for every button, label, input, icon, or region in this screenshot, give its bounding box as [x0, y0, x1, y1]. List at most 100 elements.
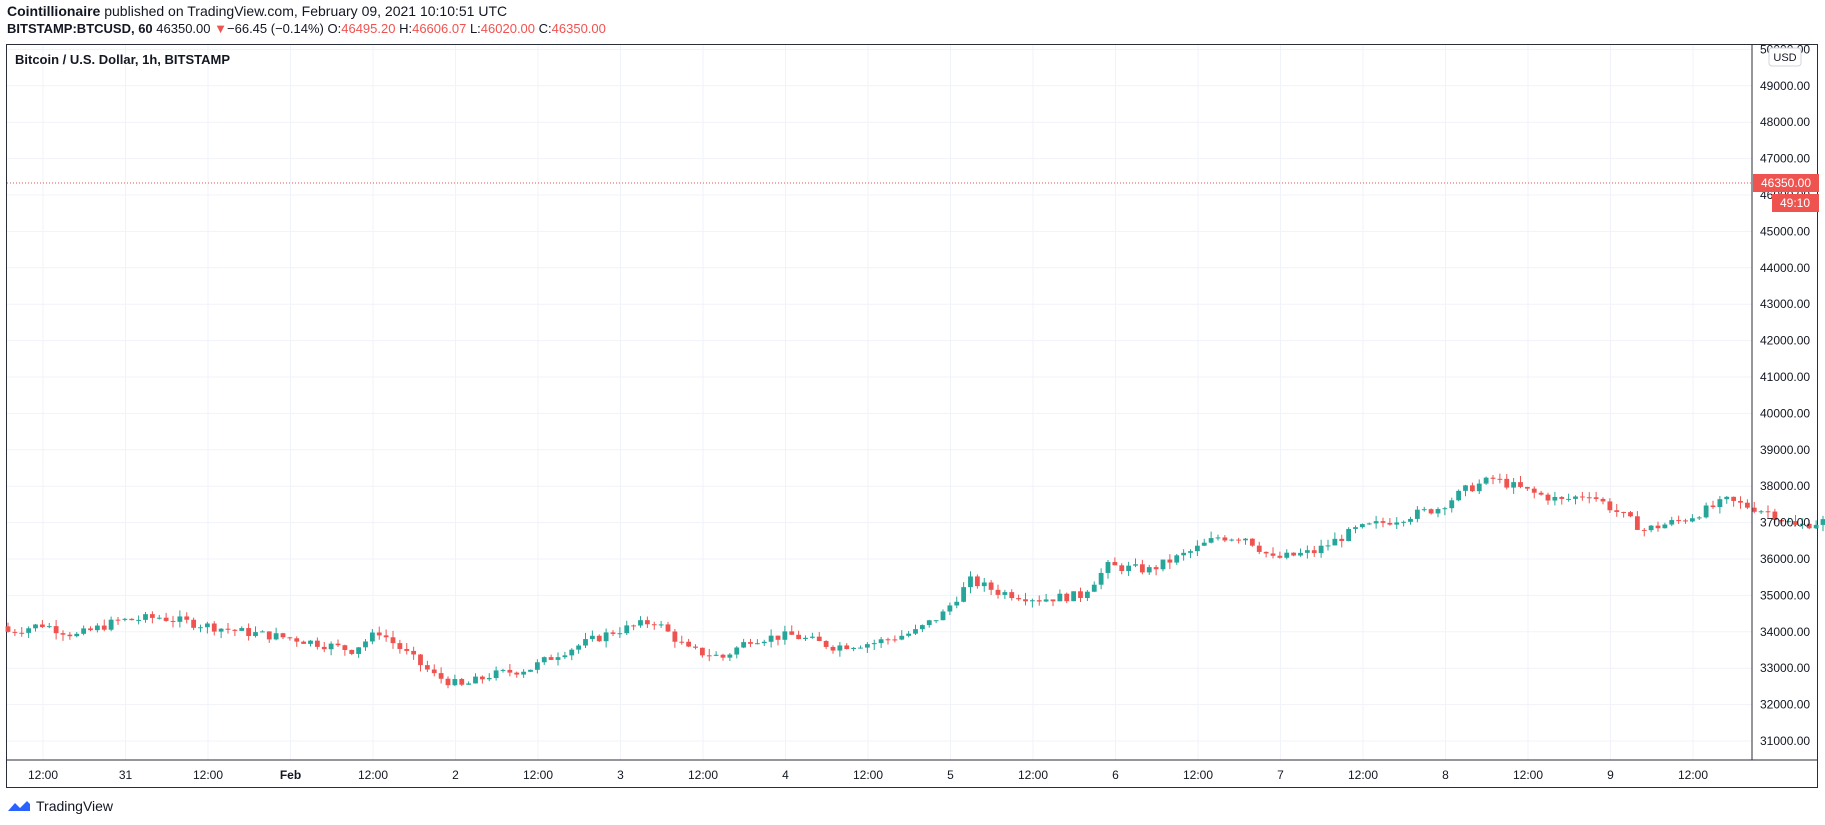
candle-body	[1531, 488, 1537, 493]
candle-body	[184, 616, 190, 620]
price-tick-label: 40000.00	[1760, 406, 1810, 420]
candle-body	[129, 618, 135, 621]
candle-body	[569, 649, 575, 656]
candle-body	[1112, 562, 1118, 566]
candle-body	[1738, 500, 1743, 503]
candle-body	[466, 683, 472, 685]
candle-body	[143, 614, 148, 620]
candle-body	[1456, 490, 1462, 501]
candle-body	[1731, 496, 1737, 501]
candle-body	[1449, 500, 1455, 509]
candle-body	[108, 619, 114, 630]
candle-body	[1717, 499, 1723, 508]
price-tick-label: 44000.00	[1760, 261, 1810, 275]
candle-body	[1799, 523, 1805, 525]
chart-frame[interactable]	[6, 44, 1818, 788]
candle-body	[253, 632, 258, 636]
candle-body	[837, 645, 843, 651]
candle-body	[1126, 565, 1132, 571]
candle-body	[149, 614, 155, 618]
candle-body	[610, 632, 616, 634]
candle-body	[521, 671, 527, 675]
candle-body	[493, 670, 499, 679]
candle-body	[177, 616, 183, 622]
candle-body	[1098, 572, 1104, 585]
price-tick-label: 35000.00	[1760, 588, 1810, 602]
candle-body	[754, 643, 760, 645]
candle-body	[775, 635, 781, 640]
author-name[interactable]: Cointillionaire	[7, 3, 101, 19]
down-arrow-icon: ▼	[214, 21, 228, 36]
low-value: 46020.00	[480, 21, 536, 36]
candle-body	[39, 624, 45, 628]
candle-body	[1249, 538, 1255, 546]
time-tick-label: 12:00	[1348, 768, 1378, 782]
currency-badge[interactable]: USD	[1768, 47, 1802, 67]
candle-body	[1538, 492, 1544, 495]
price-tick-label: 41000.00	[1760, 370, 1810, 384]
candle-body	[308, 640, 313, 644]
candle-body	[761, 641, 767, 644]
candle-body	[1236, 539, 1242, 541]
candle-body	[1050, 599, 1056, 602]
candle-body	[1373, 521, 1379, 524]
candle-body	[981, 582, 987, 587]
candle-body	[562, 655, 568, 658]
candle-body	[1332, 538, 1338, 546]
candle-body	[1559, 496, 1565, 499]
candle-body	[713, 654, 719, 656]
candle-body	[459, 679, 465, 685]
candle-body	[885, 639, 891, 641]
candle-body	[803, 637, 808, 640]
countdown-tag: 49:10	[1772, 194, 1819, 212]
candle-body	[1084, 591, 1090, 598]
candle-body	[1662, 524, 1668, 529]
price-tick-label: 45000.00	[1760, 224, 1810, 238]
candle-body	[452, 679, 458, 686]
candle-body	[651, 624, 657, 626]
currency-badge-label: USD	[1773, 52, 1796, 64]
candle-body	[851, 647, 857, 650]
candle-body	[239, 628, 245, 631]
candle-body	[431, 669, 437, 674]
candle-body	[1346, 528, 1352, 541]
candle-body	[1634, 516, 1640, 530]
candle-body	[1683, 520, 1688, 522]
candle-body	[720, 654, 726, 658]
candle-body	[583, 639, 588, 646]
candle-body	[858, 647, 863, 649]
candle-body	[26, 628, 32, 633]
candle-body	[596, 635, 602, 642]
price-tag-label: 46350.00	[1761, 176, 1811, 190]
candle-body	[88, 628, 93, 631]
candle-body	[424, 665, 430, 670]
candle-body	[1359, 524, 1365, 528]
candle-body	[19, 632, 25, 634]
price-tick-label: 43000.00	[1760, 297, 1810, 311]
candle-body	[1133, 564, 1138, 566]
time-tick-label: Feb	[280, 768, 301, 782]
tradingview-footer[interactable]: TradingView	[6, 798, 113, 814]
candle-body	[294, 638, 300, 642]
time-tick-label: 12:00	[1183, 768, 1213, 782]
candle-body	[81, 628, 87, 634]
candle-body	[624, 625, 630, 634]
candle-body	[589, 635, 595, 640]
candle-body	[1353, 527, 1358, 529]
candle-body	[1421, 509, 1427, 511]
candle-body	[514, 672, 520, 675]
time-tick-label: 4	[782, 768, 789, 782]
candle-body	[1607, 501, 1613, 511]
candle-body	[748, 642, 753, 644]
candle-body	[1043, 599, 1049, 602]
candle-body	[328, 643, 334, 650]
open-label: O:	[327, 21, 342, 36]
candle-body	[404, 648, 410, 651]
last-price: 46350.00	[156, 21, 211, 36]
candle-body	[1325, 545, 1331, 547]
time-tick-label: 12:00	[28, 768, 58, 782]
time-tick-label: 12:00	[358, 768, 388, 782]
candle-body	[1655, 525, 1661, 529]
time-tick-label: 9	[1607, 768, 1614, 782]
